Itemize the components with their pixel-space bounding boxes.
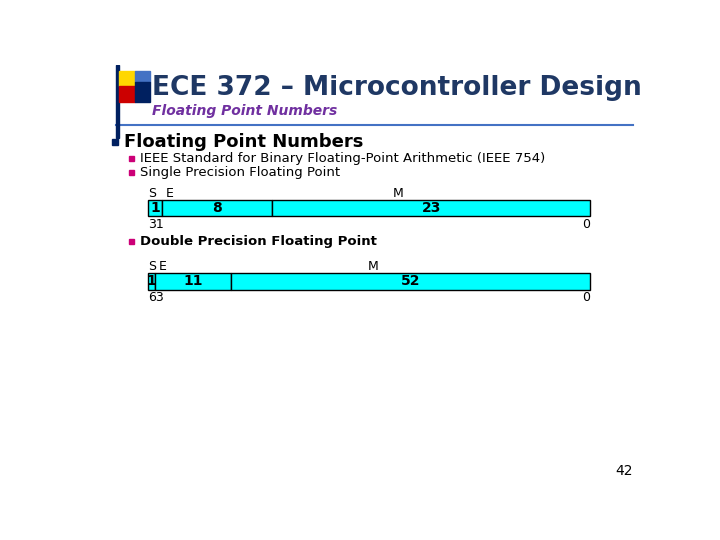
Bar: [116, 65, 119, 138]
Bar: [112, 139, 118, 145]
Text: 11: 11: [184, 274, 203, 288]
Bar: [162, 200, 272, 217]
Bar: [129, 239, 134, 244]
Text: Double Precision Floating Point: Double Precision Floating Point: [140, 235, 377, 248]
Bar: [155, 273, 231, 289]
Text: 63: 63: [148, 291, 164, 304]
Bar: [135, 71, 150, 82]
Bar: [129, 156, 134, 161]
Text: IEEE Standard for Binary Floating-Point Arithmetic (IEEE 754): IEEE Standard for Binary Floating-Point …: [140, 152, 545, 165]
Bar: [129, 170, 134, 175]
Bar: [272, 200, 590, 217]
Text: Floating Point Numbers: Floating Point Numbers: [124, 133, 364, 151]
Text: 23: 23: [421, 201, 441, 215]
Text: 1: 1: [150, 201, 160, 215]
Text: S: S: [148, 260, 156, 273]
Text: 42: 42: [615, 464, 632, 478]
Text: S: S: [148, 187, 156, 200]
Text: 8: 8: [212, 201, 222, 215]
Text: E: E: [166, 187, 174, 200]
Text: ECE 372 – Microcontroller Design: ECE 372 – Microcontroller Design: [152, 75, 642, 101]
Bar: [231, 273, 590, 289]
Text: E: E: [159, 260, 167, 273]
Text: M: M: [367, 260, 378, 273]
Text: 31: 31: [148, 218, 164, 231]
Text: 0: 0: [582, 291, 590, 304]
Bar: [120, 86, 135, 102]
Text: 52: 52: [400, 274, 420, 288]
Text: 1: 1: [147, 274, 156, 288]
Text: Floating Point Numbers: Floating Point Numbers: [152, 104, 337, 118]
Bar: [135, 82, 150, 102]
Text: M: M: [393, 187, 404, 200]
Bar: [148, 200, 162, 217]
Text: Single Precision Floating Point: Single Precision Floating Point: [140, 166, 340, 179]
Text: 0: 0: [582, 218, 590, 231]
Bar: [148, 273, 155, 289]
Bar: [120, 71, 135, 86]
